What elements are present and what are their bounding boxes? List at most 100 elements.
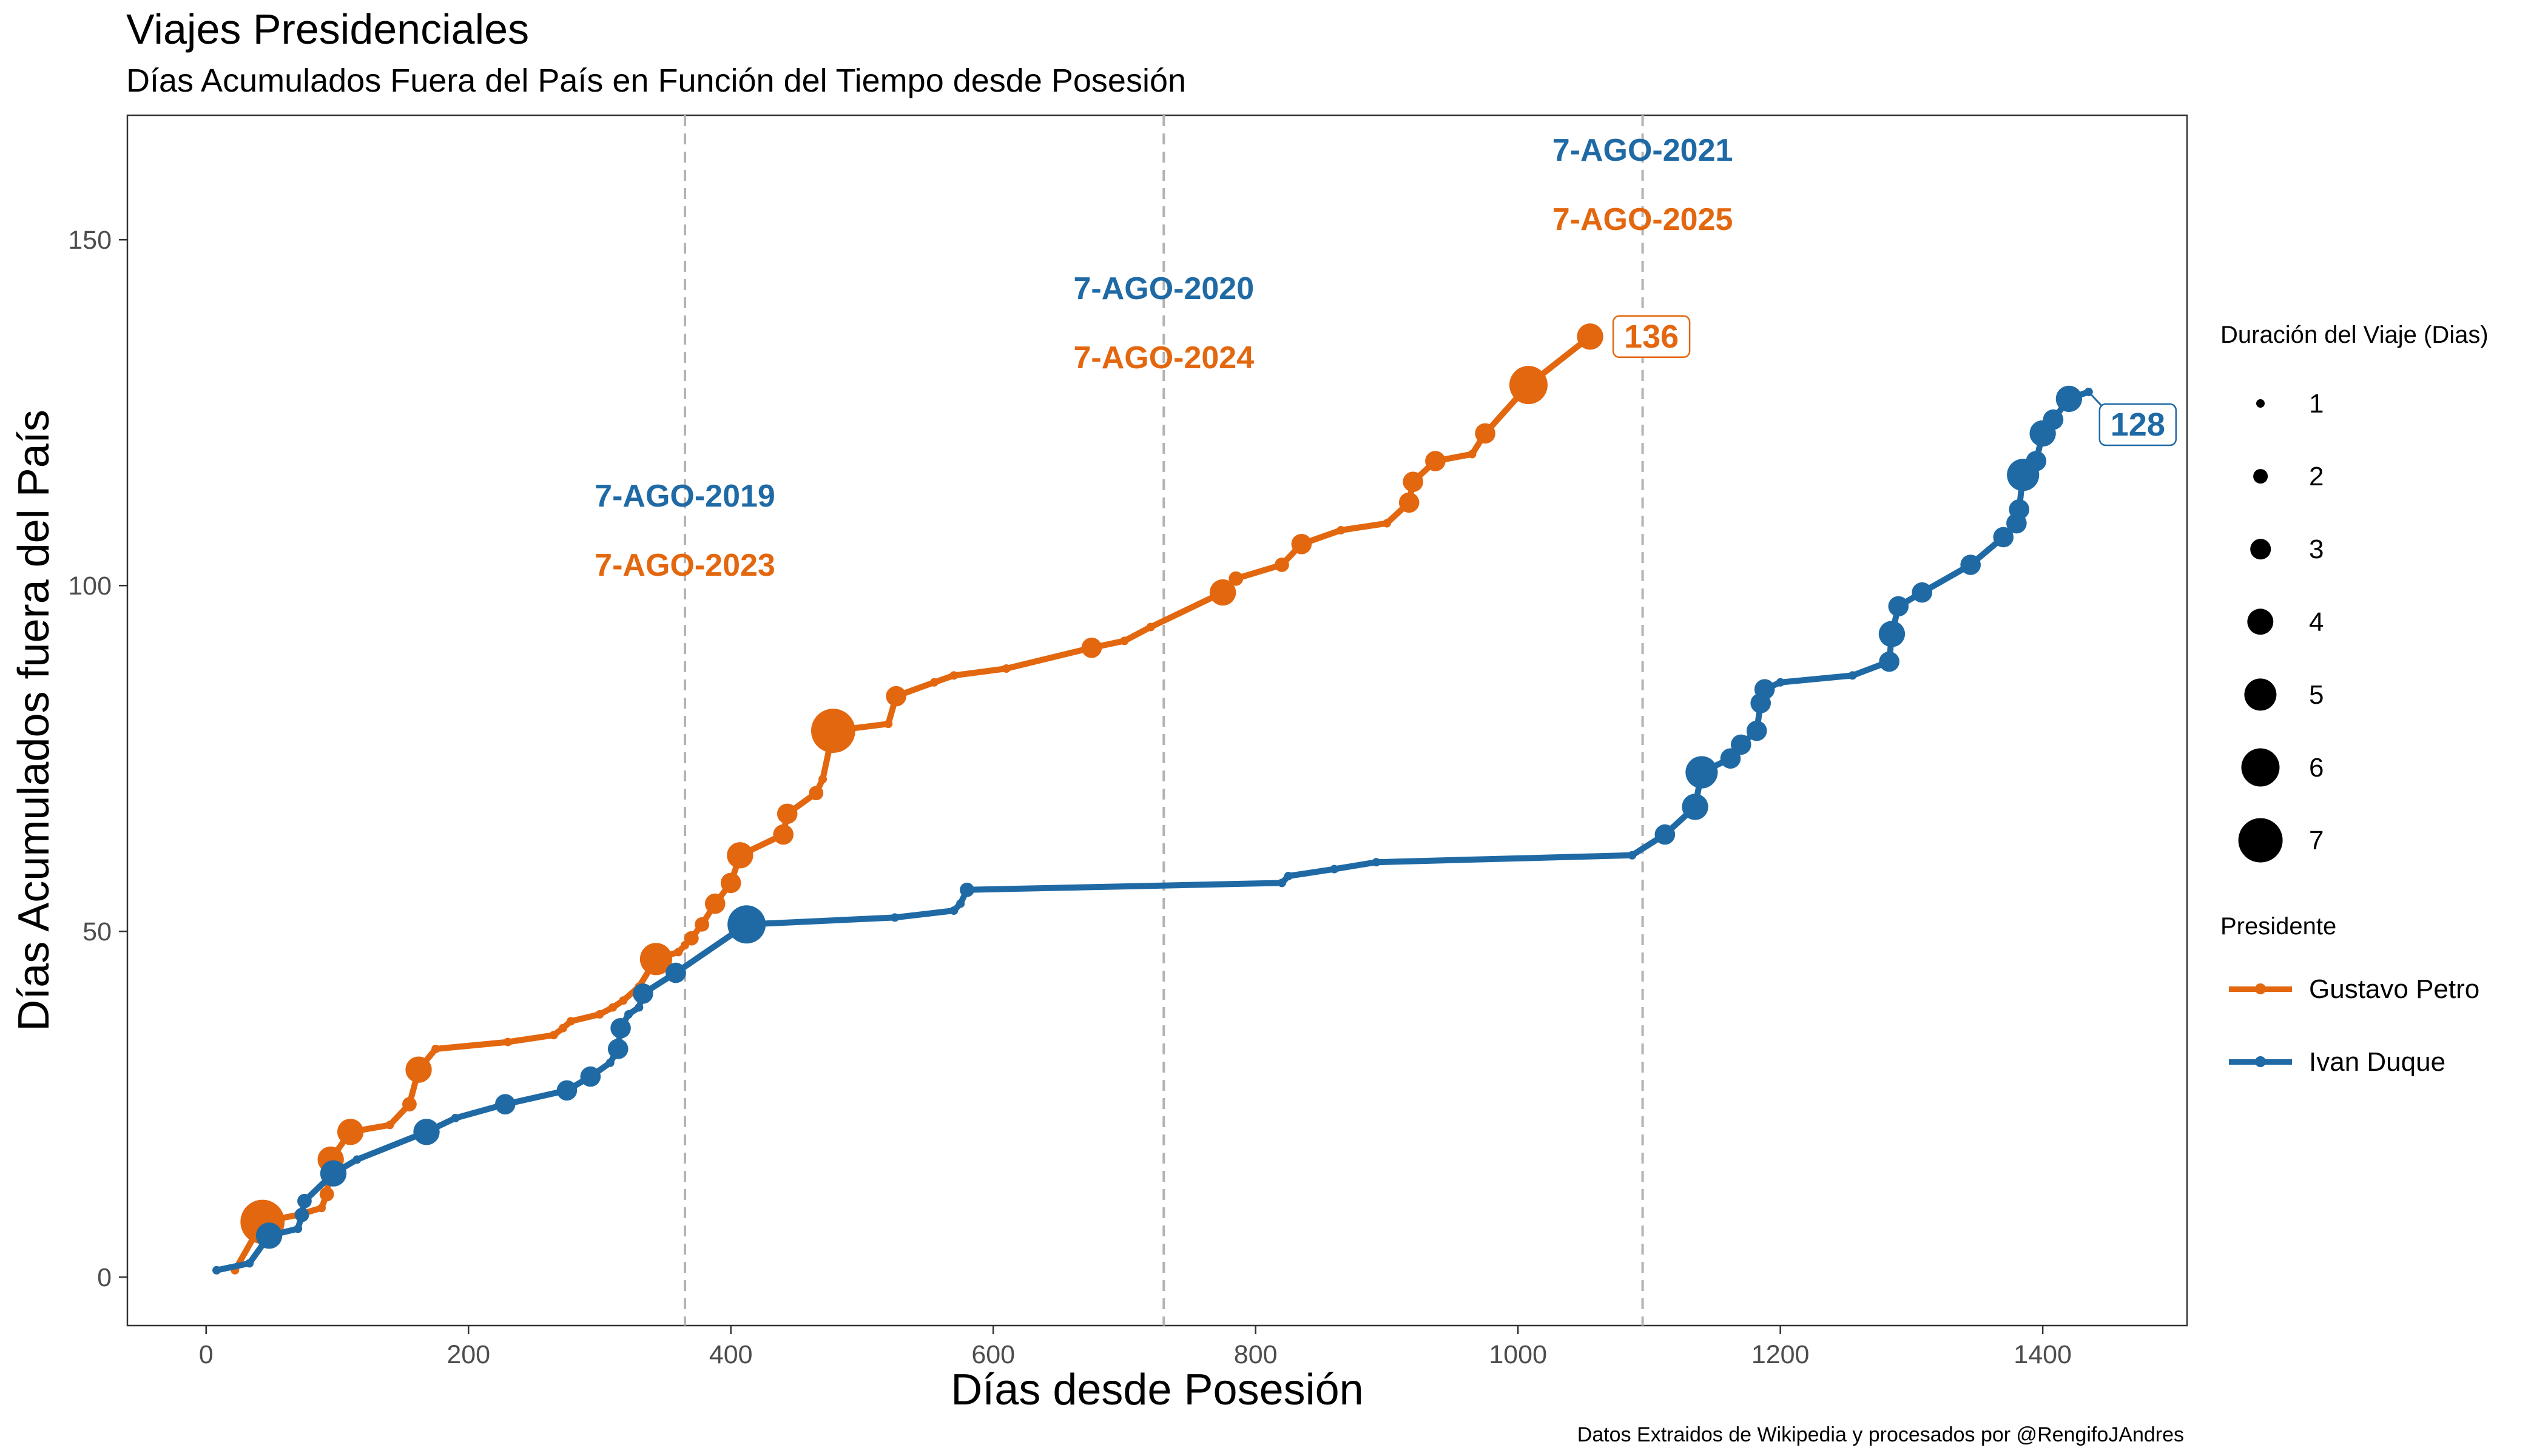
data-point bbox=[297, 1193, 312, 1208]
size-legend-item: 1 bbox=[2220, 367, 2548, 440]
data-point bbox=[1848, 671, 1857, 680]
data-point bbox=[580, 1066, 601, 1087]
size-legend-item: 4 bbox=[2220, 585, 2548, 658]
x-tick-label: 1000 bbox=[1489, 1340, 1547, 1369]
data-point bbox=[2026, 451, 2047, 471]
data-point bbox=[352, 1155, 362, 1164]
year-annotation: 7-AGO-2023 bbox=[595, 548, 775, 583]
legend-dot-swatch bbox=[2255, 983, 2266, 994]
y-tick-label: 100 bbox=[68, 571, 112, 601]
x-tick-label: 400 bbox=[709, 1340, 753, 1369]
data-point bbox=[245, 1259, 254, 1268]
data-point bbox=[1912, 582, 1932, 603]
data-point bbox=[413, 1119, 440, 1145]
data-point bbox=[558, 1023, 567, 1033]
color-legend-item: Gustavo Petro bbox=[2220, 952, 2548, 1025]
size-legend-dot bbox=[2238, 818, 2283, 863]
data-point bbox=[727, 905, 766, 944]
x-tick-label: 200 bbox=[447, 1340, 490, 1369]
data-point bbox=[811, 709, 855, 753]
color-legend-label: Ivan Duque bbox=[2309, 1047, 2446, 1077]
y-axis-title: Días Acumulados fuera del País bbox=[10, 410, 58, 1031]
data-point bbox=[212, 1266, 221, 1275]
year-annotation: 7-AGO-2025 bbox=[1552, 202, 1733, 237]
data-point bbox=[1291, 534, 1312, 554]
size-legend-dot bbox=[2250, 539, 2271, 559]
data-point bbox=[1685, 756, 1718, 789]
x-tick-label: 1400 bbox=[2014, 1340, 2072, 1369]
data-point bbox=[818, 775, 827, 784]
data-point bbox=[639, 943, 673, 976]
size-legend-item: 7 bbox=[2220, 804, 2548, 877]
data-point bbox=[337, 1119, 364, 1145]
size-legend-item: 6 bbox=[2220, 731, 2548, 804]
data-point bbox=[1960, 554, 1981, 575]
data-point bbox=[949, 671, 959, 680]
data-point bbox=[1993, 527, 2014, 548]
data-point bbox=[2055, 385, 2083, 413]
data-point bbox=[566, 1017, 575, 1026]
data-point bbox=[1746, 720, 1767, 741]
data-point bbox=[1002, 664, 1011, 673]
legend: Duración del Viaje (Dias) 1 2 3 4 5 6 7 Presid… bbox=[2220, 322, 2548, 1098]
size-legend-item: 2 bbox=[2220, 440, 2548, 513]
data-point bbox=[1398, 492, 1420, 513]
data-point bbox=[2043, 409, 2064, 430]
data-point bbox=[1146, 622, 1155, 632]
data-point bbox=[1879, 651, 1899, 672]
data-point bbox=[294, 1224, 303, 1233]
data-point bbox=[1878, 621, 1906, 647]
data-point bbox=[1081, 638, 1102, 658]
data-point bbox=[317, 1204, 326, 1213]
year-annotation: 7-AGO-2019 bbox=[595, 479, 775, 514]
legend-dot-swatch bbox=[2255, 1056, 2266, 1067]
data-point bbox=[624, 1010, 633, 1019]
x-tick-label: 600 bbox=[971, 1340, 1015, 1369]
data-point bbox=[1720, 748, 1741, 769]
size-legend-label: 3 bbox=[2309, 534, 2324, 564]
data-point bbox=[1730, 734, 1751, 755]
data-point bbox=[1577, 323, 1603, 350]
data-point bbox=[886, 686, 906, 707]
data-point bbox=[1403, 471, 1423, 492]
data-point bbox=[956, 899, 965, 908]
data-point bbox=[1475, 423, 1495, 444]
data-point bbox=[1228, 571, 1244, 586]
data-point bbox=[727, 842, 753, 869]
data-point bbox=[1628, 851, 1637, 860]
size-legend-dot bbox=[2244, 678, 2277, 711]
data-point bbox=[777, 803, 798, 824]
data-point bbox=[674, 948, 683, 957]
size-legend-label: 2 bbox=[2309, 462, 2324, 491]
data-point bbox=[494, 1094, 516, 1114]
data-point bbox=[320, 1160, 347, 1187]
data-point bbox=[504, 1037, 513, 1046]
year-annotation: 7-AGO-2021 bbox=[1552, 133, 1733, 168]
year-annotation: 7-AGO-2020 bbox=[1073, 271, 1254, 306]
data-point bbox=[605, 1058, 615, 1067]
data-point bbox=[684, 931, 699, 946]
data-point bbox=[1682, 794, 1708, 820]
data-point bbox=[891, 913, 900, 922]
end-label-box bbox=[1612, 315, 1691, 359]
data-point bbox=[1275, 558, 1289, 572]
caption: Datos Extraidos de Wikipedia y procesado… bbox=[1577, 1423, 2184, 1446]
data-point bbox=[1120, 636, 1129, 645]
data-point bbox=[695, 917, 710, 932]
data-point bbox=[608, 1003, 618, 1012]
data-point bbox=[1468, 450, 1477, 459]
data-point bbox=[1336, 526, 1346, 534]
data-point bbox=[929, 678, 939, 687]
data-point bbox=[405, 1056, 432, 1083]
x-tick-label: 1200 bbox=[1751, 1340, 1810, 1369]
size-legend-label: 6 bbox=[2309, 753, 2324, 783]
data-point bbox=[1284, 872, 1293, 880]
color-legend-label: Gustavo Petro bbox=[2309, 974, 2480, 1004]
y-tick-label: 150 bbox=[68, 226, 112, 255]
data-point bbox=[809, 786, 824, 801]
year-annotation: 7-AGO-2024 bbox=[1073, 340, 1254, 376]
data-point bbox=[720, 872, 741, 894]
data-point bbox=[884, 720, 893, 729]
data-point bbox=[595, 1010, 604, 1019]
